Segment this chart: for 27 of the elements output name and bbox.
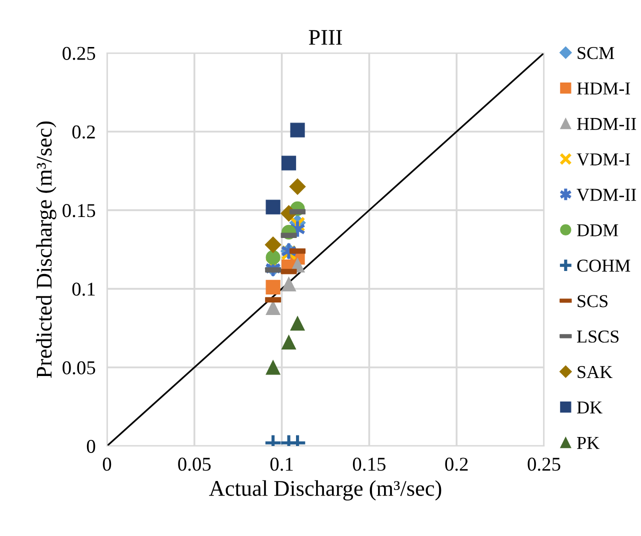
y-tick-label: 0 — [86, 440, 96, 453]
y-tick-label: 0.2 — [72, 125, 95, 139]
legend-label: DK — [577, 402, 602, 414]
legend-label: SCM — [578, 47, 614, 60]
legend-label: LSCS — [577, 330, 619, 343]
y-tick-label: 0.1 — [72, 282, 95, 296]
y-tick-label: 0.15 — [62, 204, 96, 218]
legend-label: DDM — [577, 224, 618, 236]
y-tick-label: 0.05 — [62, 361, 96, 374]
legend-label: PK — [577, 437, 600, 449]
legend-label: COHM — [577, 260, 630, 272]
x-tick-label: 0 — [102, 458, 112, 471]
legend-label: HDM-I — [577, 82, 630, 94]
legend-label: SAK — [578, 366, 612, 378]
y-axis-title: Predicted Discharge (m³/sec) — [36, 121, 56, 378]
chart-title: PIII — [308, 30, 342, 45]
x-tick-label: 0.1 — [270, 458, 293, 471]
x-tick-label: 0.2 — [445, 458, 468, 471]
legend-label: HDM-II — [577, 118, 636, 130]
legend-label: VDM-I — [576, 153, 630, 166]
legend-label: VDM-II — [576, 188, 636, 202]
legend-label: SCS — [578, 295, 608, 308]
x-axis-title: Actual Discharge (m³/sec) — [209, 480, 442, 501]
x-tick-label: 0.15 — [352, 458, 386, 471]
x-tick-label: 0.05 — [178, 458, 211, 471]
x-tick-label: 0.25 — [528, 458, 560, 471]
y-tick-label: 0.25 — [62, 46, 96, 60]
